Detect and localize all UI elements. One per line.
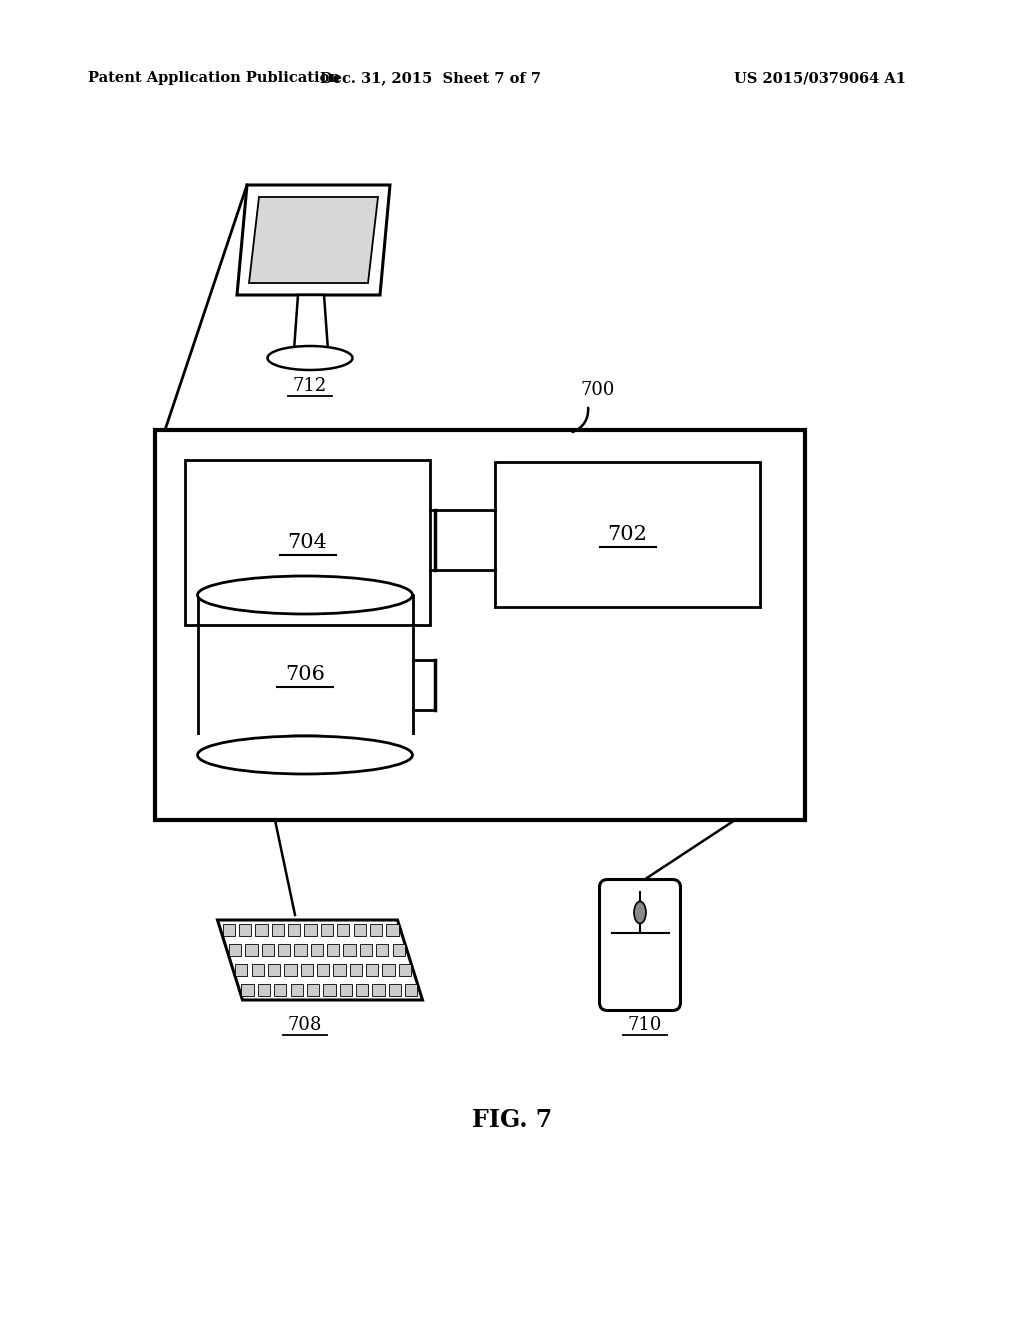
Bar [340, 983, 352, 997]
Bar [258, 983, 270, 997]
Bar [242, 983, 254, 997]
Bar [301, 964, 313, 975]
Bar [229, 944, 242, 956]
Bar [239, 924, 251, 936]
Bar [252, 964, 264, 975]
Bar [268, 964, 281, 975]
Polygon shape [294, 294, 328, 350]
Bar [382, 964, 394, 975]
Ellipse shape [267, 346, 352, 370]
Text: Patent Application Publication: Patent Application Publication [88, 71, 340, 84]
Bar [495, 462, 760, 607]
Text: 710: 710 [628, 1015, 663, 1034]
Text: 704: 704 [288, 533, 328, 552]
Bar [185, 459, 430, 624]
Bar [196, 735, 415, 755]
Bar [406, 983, 418, 997]
Ellipse shape [634, 902, 646, 924]
Text: 702: 702 [607, 525, 647, 544]
Bar [317, 964, 330, 975]
Bar [236, 964, 248, 975]
Bar [278, 944, 290, 956]
Bar [370, 924, 382, 936]
Text: FIG. 7: FIG. 7 [472, 1107, 552, 1133]
Bar [389, 983, 401, 997]
Bar [373, 983, 385, 997]
Bar [321, 924, 333, 936]
Polygon shape [217, 920, 423, 1001]
Bar [366, 964, 378, 975]
Ellipse shape [198, 576, 413, 614]
Bar [343, 944, 355, 956]
Bar [353, 924, 366, 936]
Bar [285, 964, 297, 975]
Bar [334, 964, 346, 975]
Ellipse shape [198, 737, 413, 774]
Bar [350, 964, 362, 975]
Bar [310, 944, 323, 956]
FancyArrowPatch shape [572, 408, 588, 432]
Polygon shape [237, 185, 390, 294]
Bar [359, 944, 372, 956]
Text: 712: 712 [293, 378, 327, 395]
Bar [294, 944, 306, 956]
Bar [398, 964, 411, 975]
Bar [155, 430, 805, 820]
Bar [271, 924, 284, 936]
Text: 706: 706 [285, 665, 325, 685]
Bar [304, 924, 316, 936]
Polygon shape [249, 197, 378, 282]
Bar [327, 944, 339, 956]
Bar [376, 944, 388, 956]
Bar [386, 924, 398, 936]
Bar [392, 944, 404, 956]
Bar [356, 983, 369, 997]
Bar [324, 983, 336, 997]
FancyBboxPatch shape [599, 879, 681, 1011]
Bar [288, 924, 300, 936]
Text: 708: 708 [288, 1016, 323, 1034]
Bar [262, 944, 274, 956]
Bar [337, 924, 349, 936]
Bar [274, 983, 287, 997]
Bar [307, 983, 319, 997]
Bar [246, 944, 258, 956]
Bar [255, 924, 267, 936]
Bar [291, 983, 303, 997]
Text: Dec. 31, 2015  Sheet 7 of 7: Dec. 31, 2015 Sheet 7 of 7 [319, 71, 541, 84]
Text: US 2015/0379064 A1: US 2015/0379064 A1 [734, 71, 906, 84]
Text: 700: 700 [580, 381, 614, 399]
Bar [222, 924, 234, 936]
